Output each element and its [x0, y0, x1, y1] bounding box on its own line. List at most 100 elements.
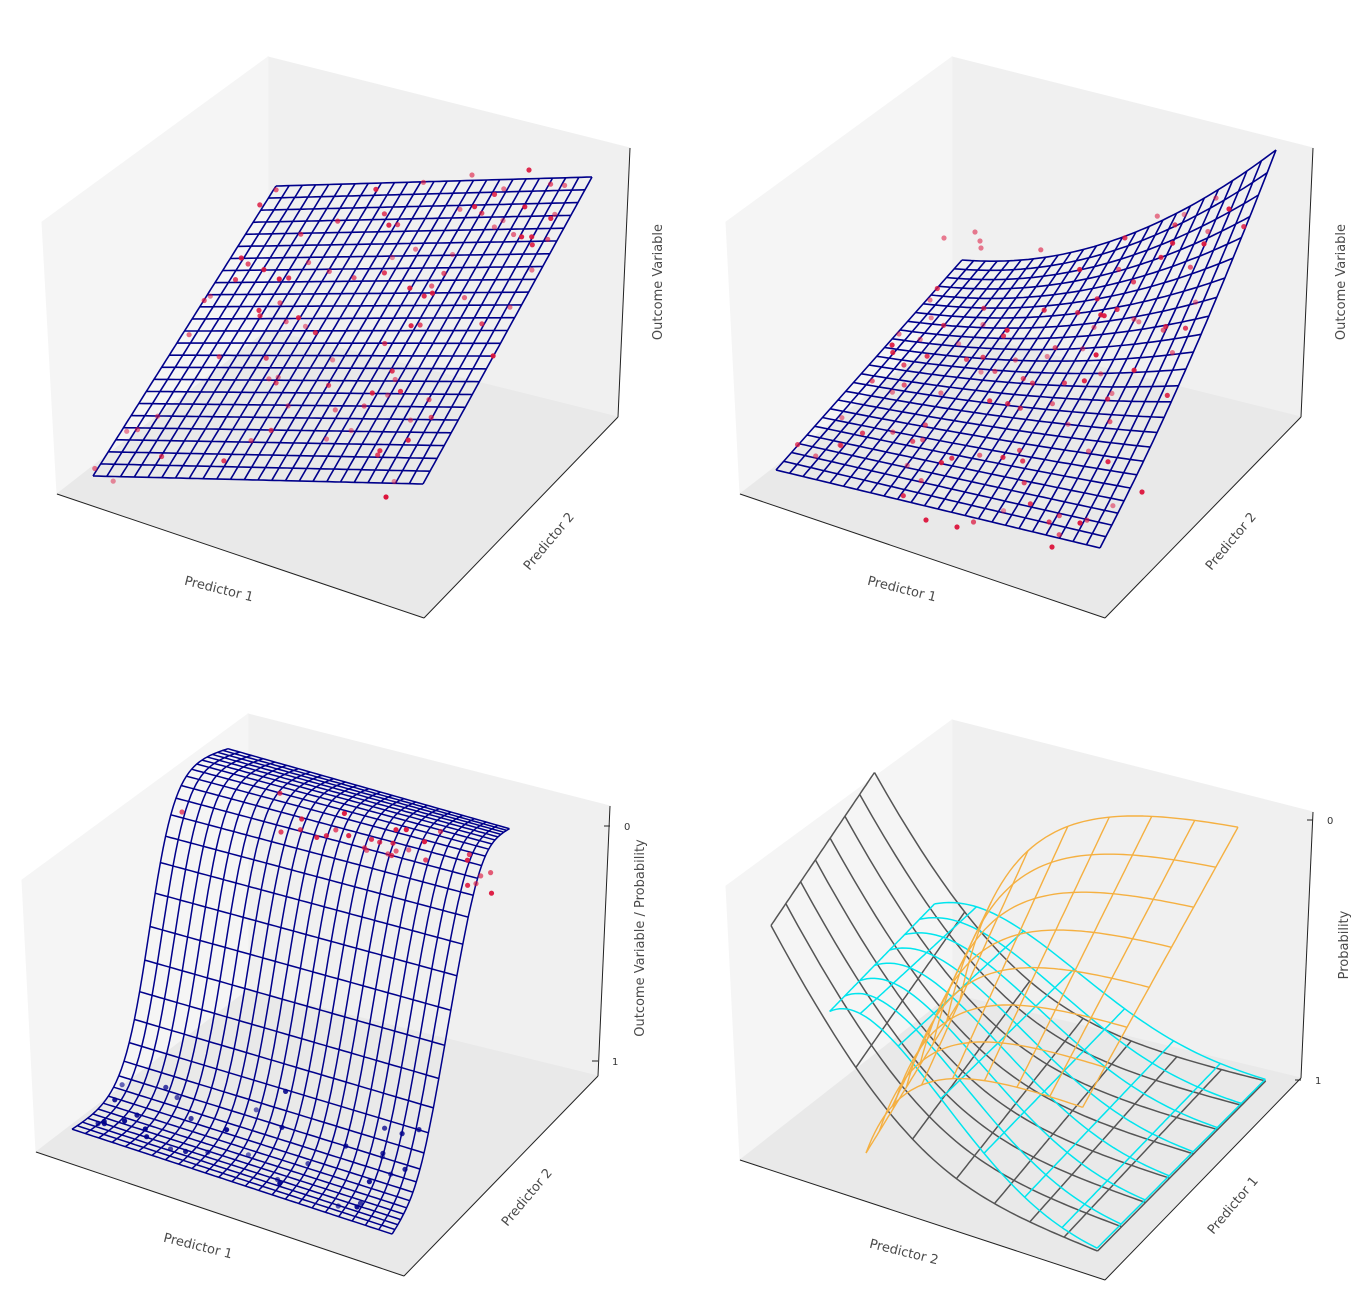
data-point: [978, 245, 984, 251]
data-point: [896, 331, 902, 337]
mesh-line: [353, 178, 527, 483]
data-point: [388, 1171, 394, 1177]
data-point: [1164, 392, 1170, 398]
data-point: [813, 453, 819, 459]
data-point: [276, 276, 282, 282]
data-point: [142, 1126, 148, 1132]
data-point: [389, 368, 395, 374]
data-point: [437, 828, 444, 835]
class-3-surface: [865, 815, 1239, 1154]
data-point: [956, 341, 962, 347]
data-point: [938, 390, 944, 396]
data-point: [429, 283, 435, 289]
data-point: [918, 478, 924, 484]
data-point: [890, 349, 896, 356]
mesh-line: [229, 181, 409, 480]
data-point: [326, 268, 332, 274]
data-point: [1077, 266, 1083, 273]
mesh-line: [959, 815, 1239, 1001]
data-point: [900, 493, 906, 499]
data-point: [1038, 247, 1044, 253]
mesh-line: [298, 804, 428, 1204]
data-point: [183, 1148, 189, 1154]
data-point: [901, 382, 907, 388]
data-point: [1086, 448, 1092, 454]
data-point: [545, 236, 551, 242]
data-point: [326, 382, 332, 388]
data-point: [273, 187, 279, 193]
mesh-line: [829, 260, 1010, 484]
data-point: [972, 229, 978, 235]
data-point: [253, 1107, 259, 1113]
data-point: [889, 342, 895, 348]
mesh-line: [92, 185, 277, 477]
mesh-line: [911, 980, 1031, 1140]
data-point: [221, 458, 227, 464]
mesh-line: [312, 179, 488, 482]
mesh-line: [1004, 212, 1178, 526]
data-point: [312, 330, 318, 336]
data-point: [298, 231, 304, 237]
mesh-line: [1097, 1080, 1267, 1252]
data-point: [119, 1082, 125, 1088]
data-point: [1116, 266, 1122, 272]
logistic-surface: [71, 747, 510, 1235]
data-point: [464, 857, 470, 863]
mesh-line: [1016, 816, 1153, 1088]
mesh-line: [191, 777, 334, 1170]
data-point: [314, 834, 320, 841]
data-point: [869, 378, 875, 384]
mesh-line: [829, 1007, 1098, 1249]
y-axis-line: [1104, 416, 1302, 619]
data-point: [155, 413, 161, 419]
mesh-line: [161, 183, 343, 479]
data-point: [1065, 421, 1071, 427]
mesh-line: [367, 178, 541, 484]
data-point: [305, 1161, 311, 1167]
data-point: [1077, 520, 1083, 526]
x-axis-label: Predictor 1: [183, 574, 255, 606]
mesh-line: [257, 181, 435, 481]
mesh-line: [991, 219, 1164, 523]
subplot-4: 0 1 Predictor 2 Predictor 1 Probability: [725, 719, 1352, 1281]
data-point: [507, 304, 513, 310]
data-point: [529, 242, 535, 248]
data-point: [381, 270, 387, 276]
mesh-line: [381, 177, 554, 484]
data-point: [335, 1203, 341, 1209]
data-point: [257, 313, 263, 319]
z-axis-line: [1300, 147, 1314, 418]
mesh-line: [993, 1040, 1132, 1205]
data-point: [392, 376, 398, 383]
data-point: [295, 315, 302, 321]
data-point: [1052, 345, 1058, 351]
mesh-line: [896, 252, 1072, 500]
x-axis-line: [739, 1159, 1106, 1281]
data-point: [904, 462, 910, 468]
data-point: [112, 1097, 118, 1103]
data-point: [1012, 357, 1019, 363]
data-point: [1136, 319, 1142, 325]
data-point: [216, 354, 222, 360]
data-point: [1084, 517, 1090, 523]
mesh-line: [378, 824, 499, 1231]
data-point: [420, 179, 426, 185]
data-point: [938, 460, 945, 466]
y-axis-label: Predictor 2: [1203, 510, 1260, 574]
data-point: [478, 873, 484, 879]
data-point: [389, 254, 395, 261]
mesh-line: [920, 850, 1029, 1086]
data-point: [795, 442, 801, 448]
data-point: [1017, 405, 1023, 411]
data-point: [383, 494, 389, 500]
mesh-line: [138, 764, 287, 1152]
data-point: [981, 305, 987, 311]
data-point: [501, 186, 507, 192]
data-point: [510, 231, 517, 238]
data-point: [256, 307, 262, 313]
mesh-line: [98, 754, 252, 1139]
data-point: [1131, 367, 1137, 373]
data-point: [159, 453, 165, 460]
mesh-line: [391, 828, 510, 1235]
data-point: [963, 356, 970, 362]
